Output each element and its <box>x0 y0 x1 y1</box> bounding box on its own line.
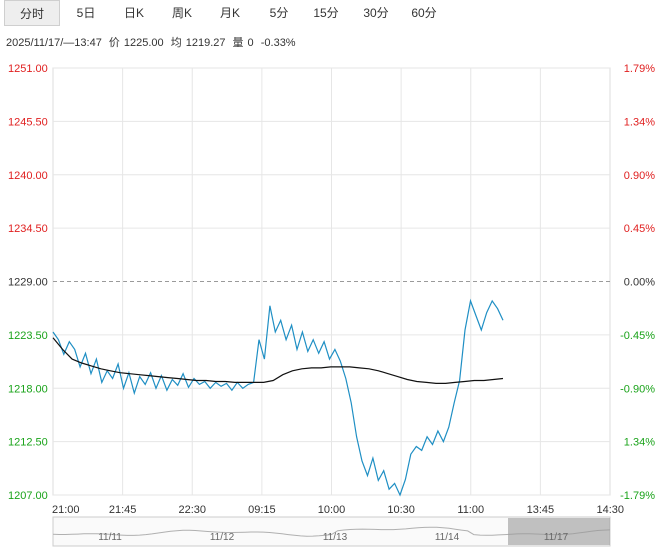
time-axis-tick-label: 21:00 <box>52 504 80 516</box>
navigator-date-label: 11/11 <box>98 532 122 543</box>
percent-axis-tick-label: -1.79% <box>620 490 655 502</box>
percent-axis-tick-label: -0.45% <box>620 330 655 342</box>
average-price-line <box>52 337 504 384</box>
time-axis-tick-label: 14:30 <box>596 504 624 516</box>
price-axis-tick-label: 1212.50 <box>8 437 48 449</box>
tab-intraday[interactable]: 分时 <box>4 0 60 26</box>
price-axis-tick-label: 1229.00 <box>8 277 48 289</box>
percent-axis-tick-label: 1.34% <box>624 437 655 449</box>
time-axis-tick-label: 22:30 <box>178 504 206 516</box>
percent-axis-tick-label: 0.90% <box>624 170 655 182</box>
tab-daily-k[interactable]: 日K <box>123 6 144 20</box>
info-datetime: 2025/11/17/—13:47 <box>6 37 102 49</box>
time-axis-tick-label: 11:00 <box>457 504 484 516</box>
time-axis-tick-label: 10:30 <box>387 504 415 516</box>
price-axis-tick-label: 1207.00 <box>8 490 48 502</box>
percent-axis-tick-label: 1.34% <box>624 116 655 128</box>
navigator-date-label: 11/17 <box>544 532 569 543</box>
time-axis-tick-label: 10:00 <box>318 504 346 516</box>
tab-weekly-k[interactable]: 周K <box>171 6 192 20</box>
price-axis-tick-label: 1245.50 <box>8 116 48 128</box>
tab-5day[interactable]: 5日 <box>76 6 96 20</box>
tab-monthly-k[interactable]: 月K <box>219 6 240 20</box>
info-avg: 1219.27 <box>185 37 226 49</box>
price-axis-tick-label: 1223.50 <box>8 330 48 342</box>
navigator-date-label: 11/12 <box>210 532 235 543</box>
info-volume: 0 <box>247 37 254 49</box>
info-avg-label: 均 <box>170 37 182 49</box>
info-price-label: 价 <box>108 37 120 49</box>
period-tab-bar: 分时 5日 日K 周K 月K 5分 15分 30分 60分 <box>0 0 658 26</box>
time-axis-tick-label: 13:45 <box>527 504 555 516</box>
time-axis-tick-label: 09:15 <box>248 504 276 516</box>
price-line <box>52 298 504 497</box>
tab-60min[interactable]: 60分 <box>411 6 437 20</box>
time-axis-tick-label: 21:45 <box>109 504 137 516</box>
price-axis-tick-label: 1234.50 <box>8 223 48 235</box>
price-axis-tick-label: 1251.00 <box>8 63 48 75</box>
navigator-date-label: 11/14 <box>435 532 460 543</box>
tab-30min[interactable]: 30分 <box>363 6 389 20</box>
price-axis-tick-label: 1218.00 <box>8 383 48 395</box>
navigator-selection-window <box>508 518 610 545</box>
info-price: 1225.00 <box>123 37 164 49</box>
price-axis-tick-label: 1240.00 <box>8 170 48 182</box>
info-volume-label: 量 <box>232 37 244 49</box>
tab-15min[interactable]: 15分 <box>313 6 339 20</box>
tab-5min[interactable]: 5分 <box>269 6 289 20</box>
navigator-date-label: 11/13 <box>323 532 348 543</box>
percent-axis-tick-label: 1.79% <box>624 63 655 75</box>
info-change-percent: -0.33% <box>260 37 296 49</box>
percent-axis-tick-label: 0.00% <box>624 277 655 289</box>
percent-axis-tick-label: 0.45% <box>624 223 655 235</box>
percent-axis-tick-label: -0.90% <box>620 383 655 395</box>
